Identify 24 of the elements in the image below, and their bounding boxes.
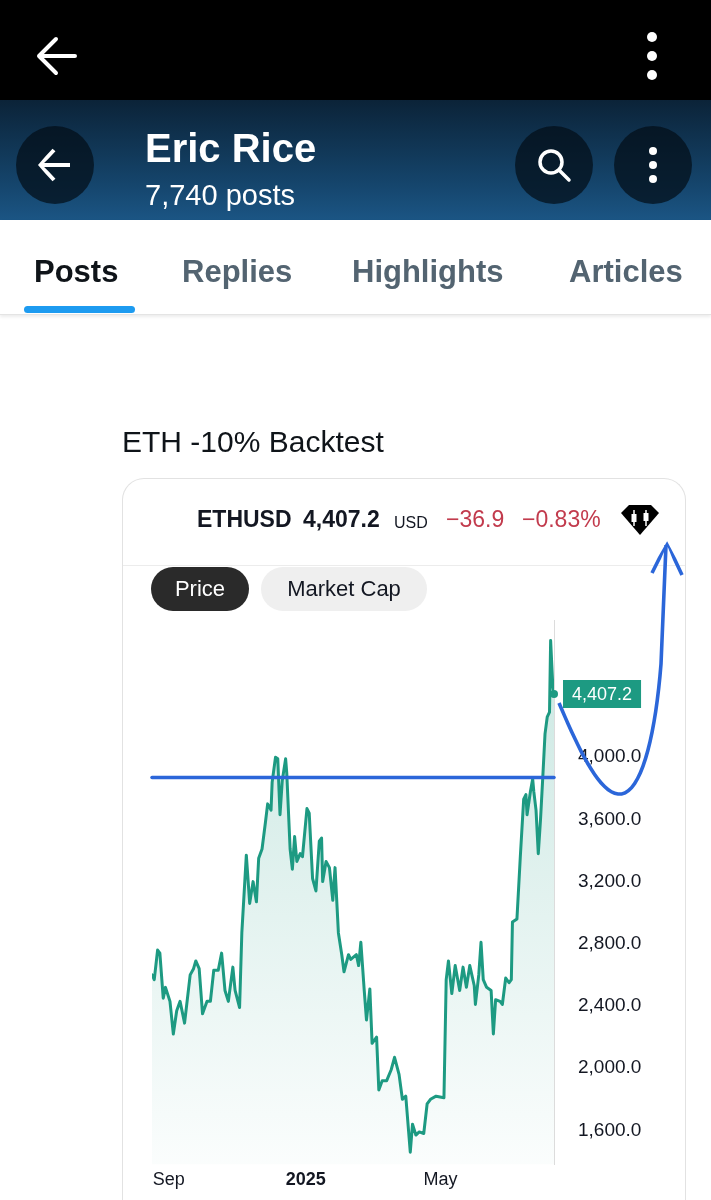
x-tick-label: Sep [152,1169,185,1190]
y-tick-label: 2,400.0 [578,994,642,1016]
y-tick-label: 2,800.0 [578,932,642,954]
chart-title: ETH -10% Backtest [122,425,384,458]
y-tick-label: 3,200.0 [578,869,642,891]
annotation: 4,407.2 [572,683,633,704]
toggle-button: Market Cap [261,567,427,611]
toggle-button: Price [151,567,249,611]
y-tick-label: 3,600.0 [578,807,642,829]
text: ETHUSD [197,506,292,532]
text: 7,740 posts [145,179,295,211]
text: USD [394,514,428,531]
x-tick-label: May [423,1169,458,1190]
text: Articles [569,254,683,289]
x-tick-label: 2025 [285,1169,326,1190]
y-tick-label: 1,600.0 [578,1118,642,1140]
text: Posts [34,254,119,289]
text: −36.9 [446,506,505,532]
text: 4,407.2 [303,506,380,532]
text: Replies [182,254,293,289]
text: Eric Rice [145,126,317,170]
text: −0.83% [522,506,601,532]
text: Highlights [352,254,504,289]
y-tick-label: 2,000.0 [578,1056,642,1078]
